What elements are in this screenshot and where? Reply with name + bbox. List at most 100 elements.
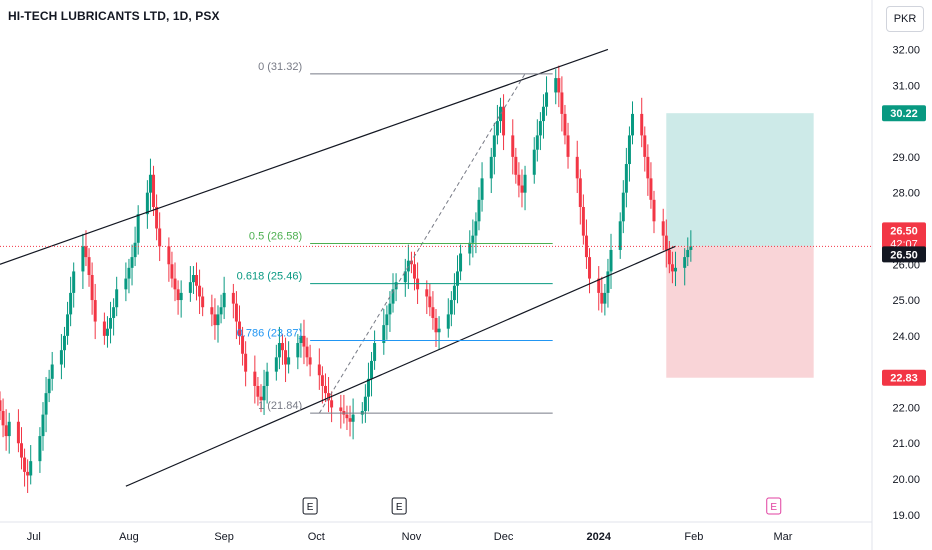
candle-body: [664, 235, 668, 250]
candle-body: [640, 113, 644, 136]
candle-body: [557, 78, 561, 93]
price-label-text: 26.50: [890, 249, 918, 261]
position-zones: [666, 113, 814, 378]
candle-body: [649, 178, 653, 200]
candle-body: [434, 317, 438, 333]
candle-body: [686, 249, 690, 258]
candle-body: [348, 418, 352, 422]
candle-body: [198, 285, 202, 297]
candle-body: [428, 296, 432, 308]
y-tick-label: 29.00: [892, 152, 920, 164]
fib-level-label: 0.786 (23.87): [237, 328, 302, 340]
price-label-box: [882, 246, 926, 263]
candle-body: [41, 414, 45, 437]
candle-body: [449, 300, 453, 315]
candle-body: [621, 192, 625, 222]
candle-body: [517, 174, 521, 186]
x-tick-label: 2024: [586, 531, 611, 543]
candle-body: [277, 343, 281, 358]
candle-body: [259, 396, 263, 401]
candle-body: [112, 307, 116, 318]
candle-body: [603, 292, 607, 304]
x-tick-label: Nov: [402, 531, 422, 543]
candle-body: [244, 353, 248, 372]
price-label-box: [882, 369, 926, 386]
candle-body: [683, 257, 687, 268]
price-label-text: 30.22: [890, 108, 918, 120]
candle-body: [452, 285, 456, 301]
candle-body: [191, 275, 195, 283]
y-tick-label: 21.00: [892, 438, 920, 450]
currency-button[interactable]: PKR: [886, 6, 924, 32]
earnings-event-marker: [766, 497, 782, 515]
candle-body: [474, 221, 478, 236]
candle-body: [477, 199, 481, 222]
price-label-box: [882, 222, 926, 251]
candle-body: [216, 314, 220, 326]
candle-body: [287, 357, 291, 365]
y-tick-label: 32.00: [892, 44, 920, 56]
candle-body: [578, 178, 582, 207]
candle-body: [19, 443, 23, 458]
candle-body: [136, 214, 140, 243]
candle-body: [219, 307, 223, 315]
candle-body: [351, 414, 355, 422]
price-label-box: [882, 105, 926, 122]
candle-body: [158, 228, 162, 247]
candle-body: [425, 289, 429, 297]
candle-body: [661, 221, 665, 236]
candle-body: [105, 328, 109, 336]
candle-body: [563, 113, 567, 136]
candle-body: [618, 221, 622, 250]
candle-body: [403, 271, 407, 283]
candle-body: [541, 106, 545, 122]
candle-body: [0, 400, 2, 412]
fib-levels: 0 (31.32) 0.5 (26.58) 0.618 (25.46) 0.786 (…: [237, 61, 553, 414]
candle-body: [575, 156, 579, 179]
earnings-event-marker: [391, 497, 407, 515]
candle-body: [345, 414, 349, 419]
fib-level-label: 1 (21.84): [258, 400, 302, 412]
candle-body: [234, 303, 238, 322]
candle-body: [323, 385, 327, 394]
candle-body: [152, 174, 156, 207]
fib-level-label: 0.5 (26.58): [249, 230, 302, 242]
candle-body: [373, 343, 377, 361]
candle-body: [502, 106, 506, 136]
candle-body: [597, 278, 601, 293]
candle-body: [388, 303, 392, 315]
candle-body: [231, 292, 235, 304]
y-tick-label: 22.00: [892, 402, 920, 414]
candle-body: [609, 249, 613, 272]
candle-body: [69, 292, 73, 315]
candle-body: [280, 343, 284, 351]
candle-body: [673, 267, 677, 272]
candle-body: [84, 246, 88, 258]
candle-body: [391, 289, 395, 304]
candle-body: [600, 292, 604, 304]
candle-body: [538, 121, 542, 136]
candle-body: [127, 267, 131, 279]
candle-body: [667, 249, 671, 265]
candle-body: [535, 135, 539, 150]
target-zone: [666, 113, 814, 247]
candle-body: [210, 307, 214, 315]
candle-body: [560, 92, 564, 114]
candle-body: [409, 260, 413, 265]
candle-body: [38, 436, 42, 462]
earnings-event-marker: [302, 497, 318, 515]
candle-body: [489, 156, 493, 179]
candle-body: [62, 335, 66, 351]
candle-body: [646, 156, 650, 179]
candle-body: [66, 314, 70, 336]
candle-body: [492, 135, 496, 157]
earnings-event-label: E: [770, 502, 777, 513]
x-tick-label: Mar: [773, 531, 792, 543]
candle-body: [115, 289, 119, 308]
candle-body: [26, 471, 30, 476]
x-tick-label: Jul: [27, 531, 41, 543]
candle-body: [689, 246, 693, 250]
